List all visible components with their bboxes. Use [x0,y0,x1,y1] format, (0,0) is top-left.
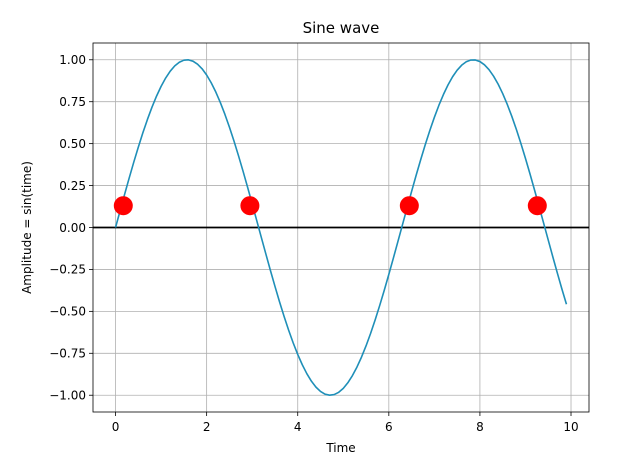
y-tick-label: −0.50 [49,305,86,319]
y-axis-label: Amplitude = sin(time) [20,161,34,294]
x-tick-label: 8 [476,420,484,434]
y-tick-label: 0.25 [59,179,86,193]
y-tick-label: 0.75 [59,95,86,109]
x-tick-label: 6 [385,420,393,434]
red-marker-point [399,196,419,216]
x-tick-label: 4 [294,420,302,434]
series-layer [114,59,568,397]
y-tick-label: 0.00 [59,221,86,235]
x-tick-label: 2 [203,420,211,434]
y-tick-label: −0.75 [49,347,86,361]
x-axis-label: Time [325,441,355,455]
sine-series-line [114,59,568,397]
y-tick-label: 0.50 [59,137,86,151]
y-tick-label: −1.00 [49,389,86,403]
y-axis-ticks: 1.00 0.75 0.50 0.25 0.00 −0.25 −0.50 −0.75 −1.00 [49,53,93,403]
y-tick-label: 1.00 [59,53,86,67]
y-tick-label: −0.25 [49,263,86,277]
chart-title: Sine wave [303,19,380,37]
red-marker-point [527,196,547,216]
red-marker-point [240,196,260,216]
red-marker-point [113,196,133,216]
x-tick-label: 10 [563,420,578,434]
x-tick-label: 0 [112,420,120,434]
marker-layer [113,196,547,216]
x-axis-ticks: 0 2 4 6 8 10 [112,412,579,434]
